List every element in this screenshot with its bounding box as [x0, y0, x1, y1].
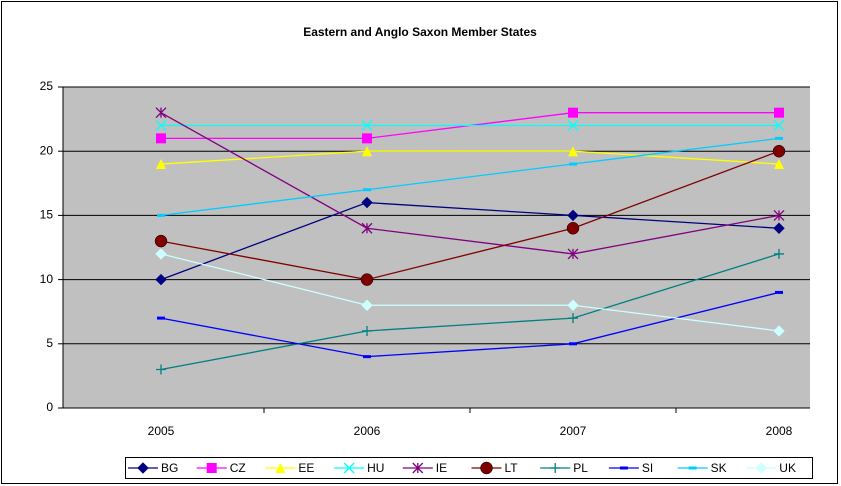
- marker: [775, 290, 783, 294]
- marker: [157, 316, 165, 320]
- marker: [361, 222, 373, 234]
- marker: [569, 342, 577, 346]
- legend-label: EE: [298, 461, 314, 475]
- marker: [775, 136, 783, 140]
- legend-label: CZ: [230, 461, 246, 475]
- marker: [550, 463, 561, 473]
- marker: [567, 120, 579, 131]
- legend-label: BG: [161, 461, 178, 475]
- legend-label: LT: [505, 461, 519, 475]
- marker: [480, 461, 493, 475]
- marker: [568, 107, 578, 118]
- marker: [343, 462, 355, 474]
- marker: [774, 107, 784, 118]
- chart-title: Eastern and Anglo Saxon Member States: [303, 25, 537, 39]
- marker: [772, 144, 786, 158]
- marker: [773, 120, 785, 131]
- y-tick-label: 15: [40, 208, 54, 222]
- marker: [275, 463, 286, 473]
- marker: [361, 120, 373, 131]
- marker: [156, 364, 166, 375]
- marker: [412, 462, 424, 474]
- marker: [362, 133, 372, 144]
- marker: [773, 209, 785, 221]
- series-line: [160, 150, 780, 281]
- x-tick-label: 2006: [354, 424, 381, 438]
- legend-label: PL: [573, 461, 588, 475]
- marker: [567, 299, 579, 311]
- marker: [155, 107, 167, 119]
- marker: [773, 222, 785, 234]
- marker: [569, 162, 577, 166]
- marker: [157, 213, 165, 217]
- y-tick-label: 25: [40, 79, 54, 93]
- marker: [156, 159, 166, 170]
- y-tick-label: 0: [46, 400, 53, 414]
- x-tick-label: 2005: [148, 424, 175, 438]
- marker: [360, 273, 374, 286]
- series-line: [160, 201, 780, 281]
- marker: [156, 133, 166, 144]
- y-tick-label: 20: [40, 143, 54, 157]
- marker: [568, 313, 578, 324]
- series-line: [160, 253, 780, 371]
- legend-label: UK: [779, 461, 796, 475]
- legend-label: SI: [642, 461, 653, 475]
- marker: [362, 325, 372, 336]
- marker: [566, 221, 580, 235]
- plot-area: [63, 87, 810, 408]
- marker: [773, 325, 785, 337]
- y-tick-label: 5: [46, 336, 53, 350]
- series-line: [160, 253, 780, 332]
- series-line: [160, 150, 780, 165]
- marker: [774, 159, 784, 170]
- marker: [206, 463, 217, 473]
- legend-label: SK: [711, 461, 727, 475]
- x-tick-label: 2008: [766, 424, 793, 438]
- marker: [755, 462, 768, 474]
- marker: [688, 466, 697, 470]
- marker: [154, 234, 168, 248]
- legend: [125, 457, 813, 479]
- marker: [361, 196, 373, 209]
- marker: [363, 355, 371, 359]
- marker: [363, 188, 371, 192]
- marker: [362, 146, 372, 157]
- marker: [567, 248, 579, 260]
- legend-label: HU: [367, 461, 384, 475]
- legend-label: IE: [436, 461, 447, 475]
- series-line: [160, 137, 780, 217]
- marker: [361, 299, 373, 311]
- marker: [568, 146, 578, 157]
- marker: [619, 466, 628, 470]
- series-line: [160, 112, 780, 255]
- marker: [137, 462, 149, 474]
- marker: [567, 209, 579, 222]
- marker: [155, 273, 167, 286]
- x-tick-label: 2007: [560, 424, 587, 438]
- marker: [155, 248, 167, 260]
- marker: [155, 120, 167, 131]
- y-tick-label: 10: [40, 272, 54, 286]
- marker: [774, 248, 784, 259]
